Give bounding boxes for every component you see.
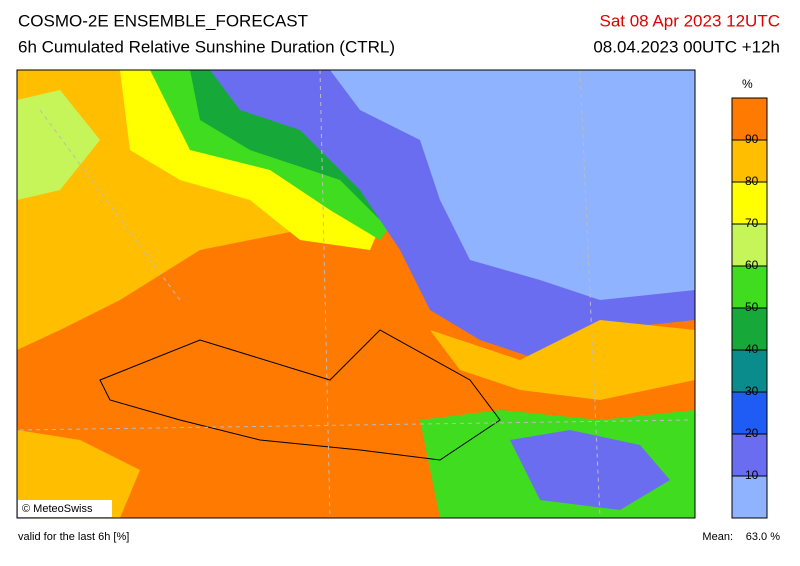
title: COSMO-2E ENSEMBLE_FORECAST: [18, 11, 308, 30]
sun-zone: [17, 90, 100, 200]
map: © MeteoSwiss: [16, 69, 696, 519]
colorbar-bin: [732, 98, 767, 140]
colorbar-bin: [732, 140, 767, 182]
colorbar-tick-label: 80: [745, 174, 759, 188]
colorbar-bin: [732, 308, 767, 350]
colorbar-tick-label: 50: [745, 300, 759, 314]
run-time: 08.04.2023 00UTC +12h: [593, 37, 780, 56]
subtitle: 6h Cumulated Relative Sunshine Duration …: [18, 37, 395, 56]
colorbar-unit: %: [742, 77, 753, 91]
credit-box: [18, 500, 112, 517]
colorbar-bin: [732, 350, 767, 392]
credit: © MeteoSwiss: [22, 503, 93, 515]
colorbar-bin: [732, 182, 767, 224]
colorbar-bin: [732, 434, 767, 476]
sun-zone: [430, 320, 695, 400]
sun-zone: [510, 430, 670, 510]
colorbar-tick-label: 70: [745, 216, 759, 230]
map-frame: [16, 69, 696, 519]
colorbar-bin: [732, 392, 767, 434]
colorbar: 10 20 30 40 50 60 70 80 90: [731, 97, 768, 519]
border: [99, 329, 501, 461]
mean-value: 63.0 %: [746, 531, 780, 543]
colorbar-tick-label: 40: [745, 342, 759, 356]
mean-label: Mean:: [702, 531, 733, 543]
colorbar-tick-label: 20: [745, 426, 759, 440]
colorbar-tick-label: 60: [745, 258, 759, 272]
sun-zone: [17, 430, 140, 518]
sun-zone: [330, 70, 695, 300]
valid-time: Sat 08 Apr 2023 12UTC: [599, 11, 780, 30]
colorbar-tick-label: 10: [745, 468, 759, 482]
colorbar-tick-label: 30: [745, 384, 759, 398]
colorbar-bin: [732, 476, 767, 518]
colorbar-bin: [732, 224, 767, 266]
colorbar-bin: [732, 266, 767, 308]
colorbar-tick-label: 90: [745, 132, 759, 146]
footer-note: valid for the last 6h [%]: [18, 531, 129, 543]
